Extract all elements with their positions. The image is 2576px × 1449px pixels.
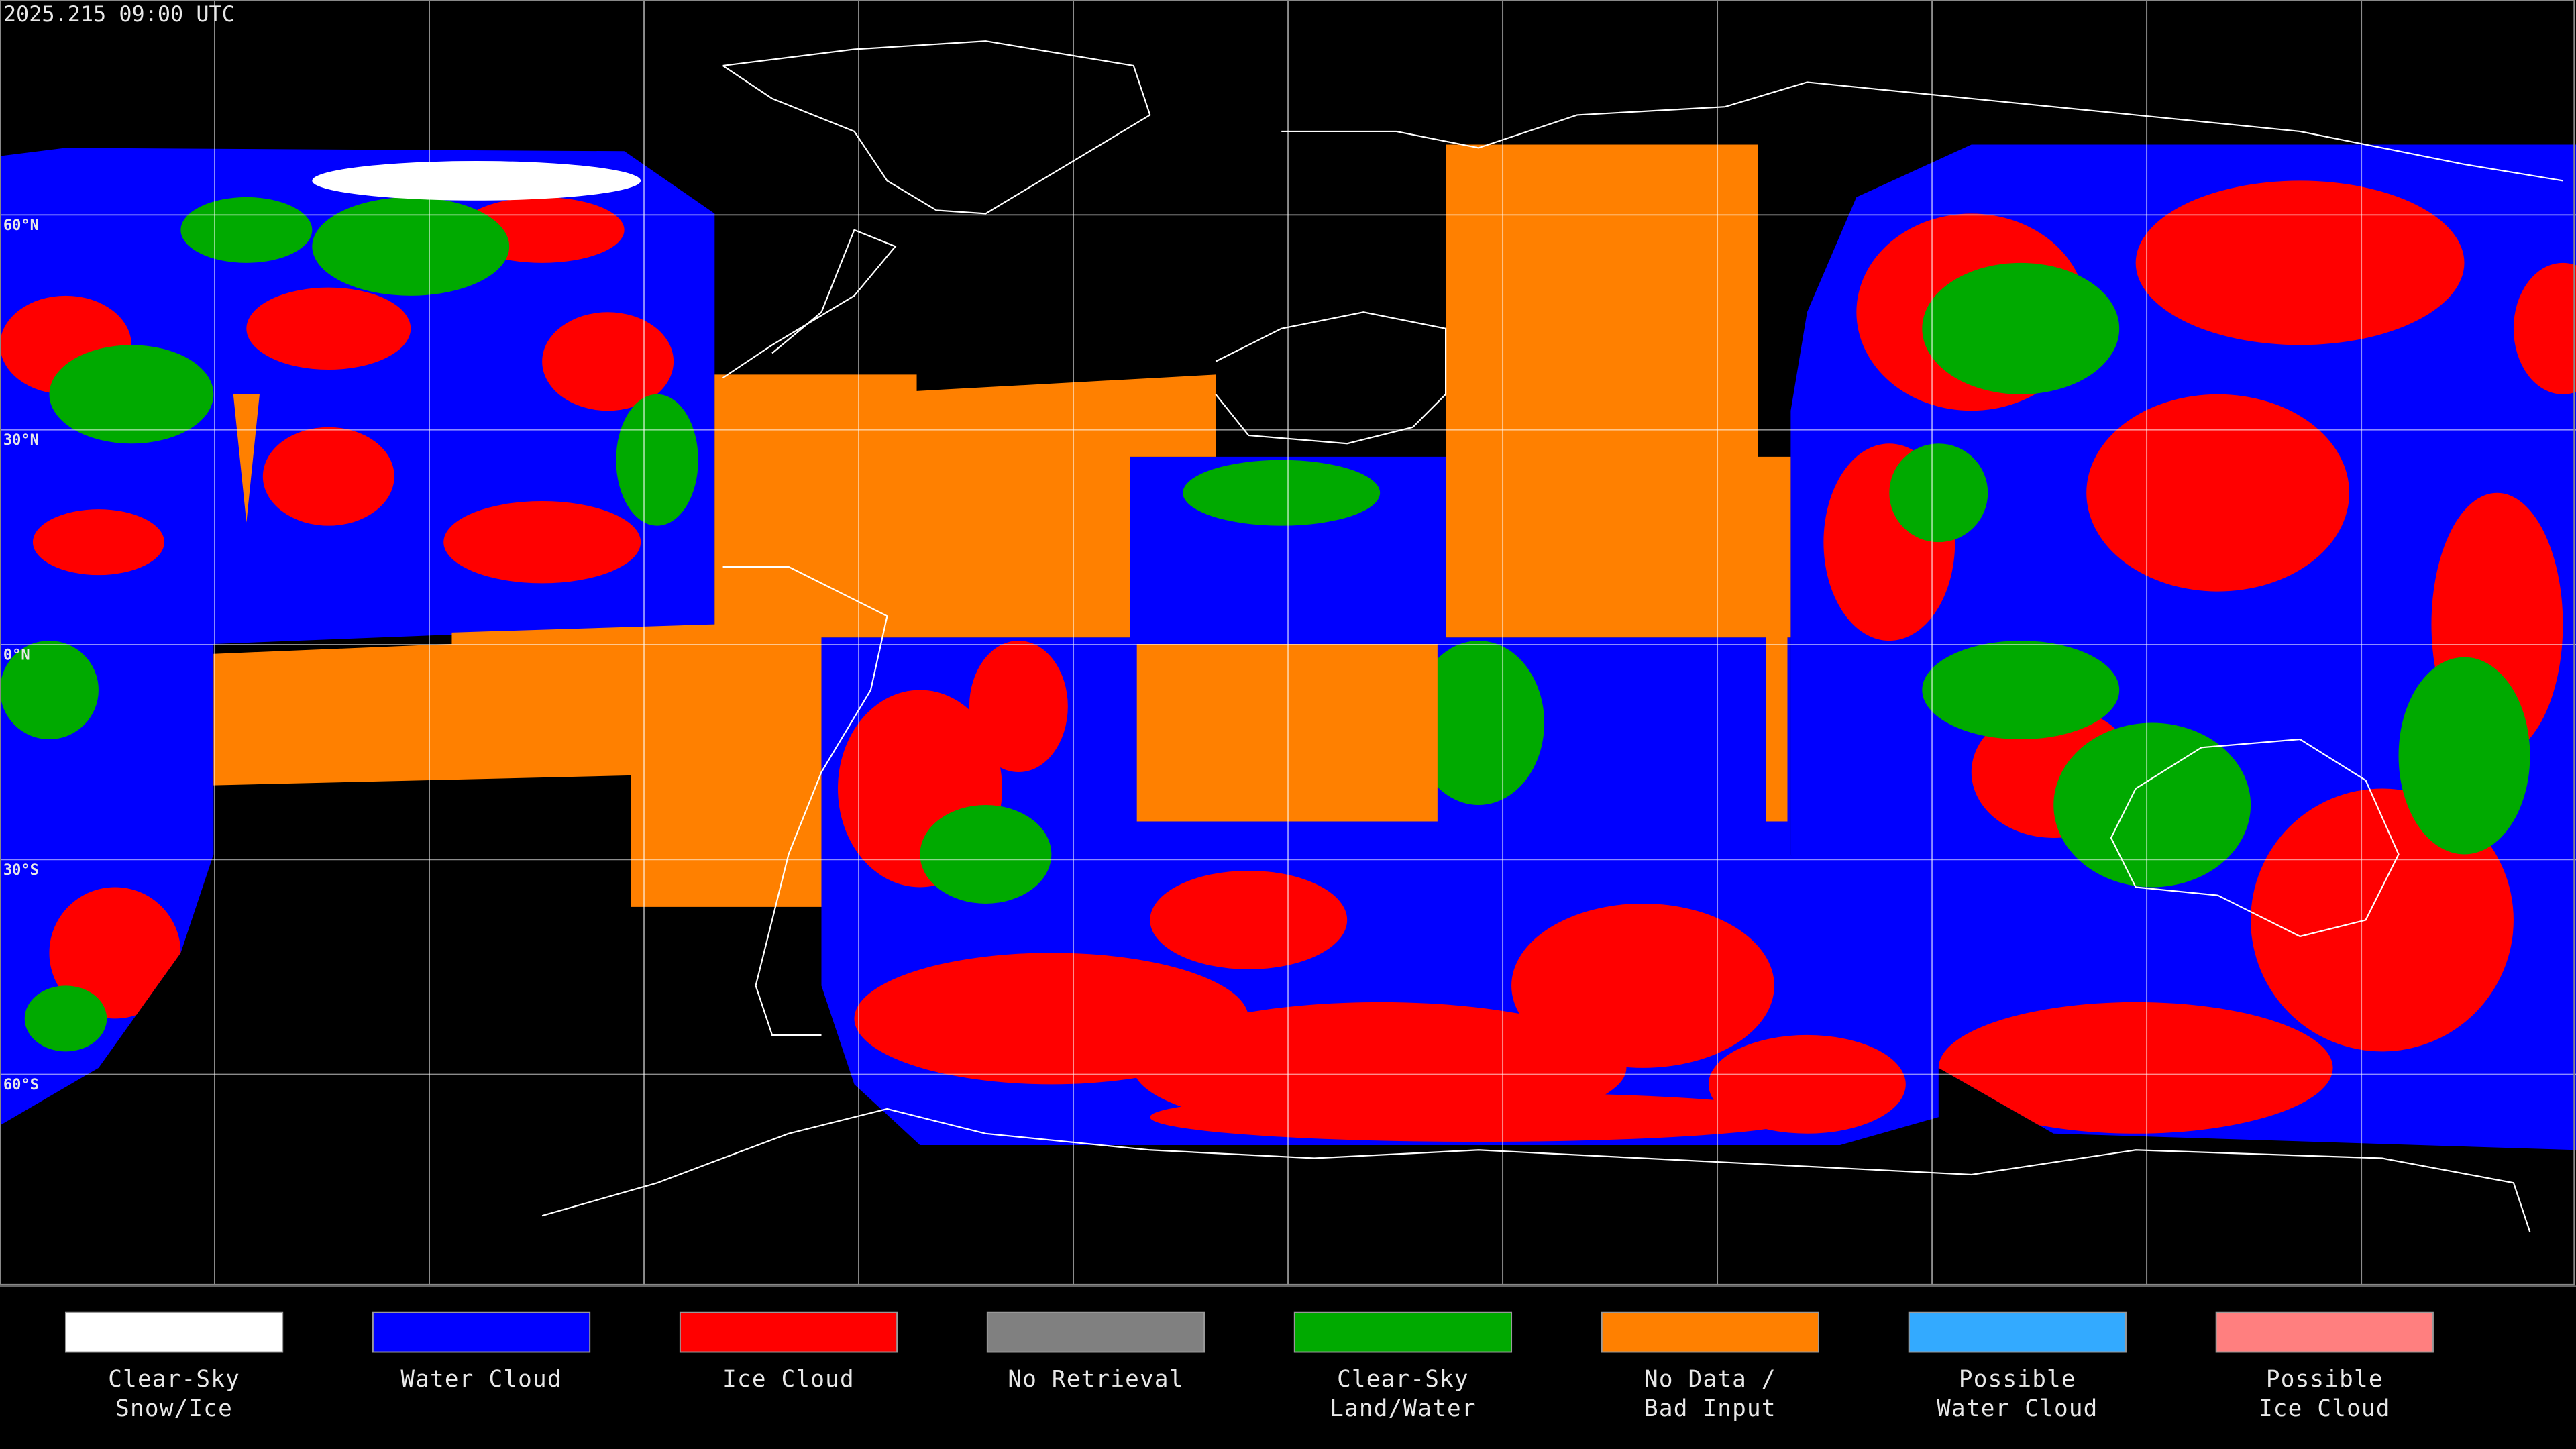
latitude-label: 30°N [3,432,39,449]
clear-sky-land-area [1889,443,1988,543]
clear-sky-land-area [616,394,698,526]
ice-cloud-area [2251,788,2514,1052]
legend-swatch [64,1311,284,1353]
ice-cloud-area [2513,262,2576,394]
coastline [1215,311,1447,445]
coastline [1281,81,2563,182]
clear-sky-land-area [920,805,1052,904]
ice-cloud-area [1150,1092,1807,1142]
ice-cloud-area [1150,870,1348,969]
no-data-region [213,374,1216,907]
cloud-phase-areas [0,161,2576,1142]
ice-cloud-area [1938,1002,2333,1134]
legend-label: Water Cloud [400,1366,561,1393]
legend-swatch [1908,1311,2127,1353]
no-data-region [1446,144,1791,638]
latitude-label: 60°N [3,217,39,234]
no-data-areas [213,144,1791,907]
ice-cloud-area [1511,903,1774,1068]
legend-swatch [986,1311,1205,1353]
ice-cloud-area [2135,180,2465,345]
clear-sky-land-area [0,641,99,740]
clear-sky-land-area [24,985,107,1052]
ice-cloud-area [2086,394,2350,592]
no-data-region [1136,644,1438,822]
legend-swatch [2215,1311,2434,1353]
no-data-region [233,394,260,523]
legend-label: Water Cloud [1937,1395,2098,1422]
ice-cloud-area [246,287,411,370]
clear-sky-land-area [49,345,214,444]
clear-sky-land-area [1183,460,1381,526]
legend-swatch [1601,1311,1819,1353]
legend-label: Bad Input [1644,1395,1776,1422]
legend-label: Possible [1959,1366,2076,1393]
legend-label: Snow/Ice [115,1395,233,1422]
clear-sky-land-area [1413,641,1545,805]
coastline [722,566,888,1036]
ice-cloud-area [49,887,181,1019]
map-border [0,0,2575,1286]
ice-cloud-area [32,509,164,576]
ice-cloud-area [262,427,394,526]
clear-sky-land-area [312,197,510,296]
latitude-label: 30°S [3,862,39,879]
latitude-label: 60°S [3,1077,39,1093]
no-data-region [1766,460,1788,822]
ice-cloud-area [542,312,674,411]
coastline [722,40,1151,215]
clear-sky-land-area [1922,641,2120,740]
legend-swatch [372,1311,591,1353]
legend-label: No Retrieval [1008,1366,1183,1393]
legend-swatch [1293,1311,1513,1353]
coastline [2110,738,2400,938]
ice-cloud-area [443,500,641,584]
legend-swatch [679,1311,898,1353]
coastline [722,229,897,379]
coastline [541,1108,2531,1233]
clear-sky-land-area [180,197,313,263]
graticule [0,0,2576,1285]
legend-label: Clear-Sky [108,1366,240,1393]
legend-label: Possible [2266,1366,2383,1393]
latitude-label: 0°N [3,647,30,664]
legend-label: Ice Cloud [722,1366,855,1393]
coastlines [541,40,2563,1233]
latitude-labels: 60°N 30°N 0°N 30°S 60°S [3,217,39,1093]
ice-cloud-area [969,641,1068,773]
legend-label: Clear-Sky [1337,1366,1469,1393]
clear-sky-land-area [2053,722,2251,888]
clear-sky-land-area [1922,262,2120,394]
legend-label: No Data / [1644,1366,1776,1393]
snow-ice-area [312,161,641,201]
clear-sky-land-area [2398,657,2530,855]
legend-label: Ice Cloud [2259,1395,2391,1422]
legend-label: Land/Water [1330,1395,1477,1422]
timestamp: 2025.215 09:00 UTC [3,1,235,27]
